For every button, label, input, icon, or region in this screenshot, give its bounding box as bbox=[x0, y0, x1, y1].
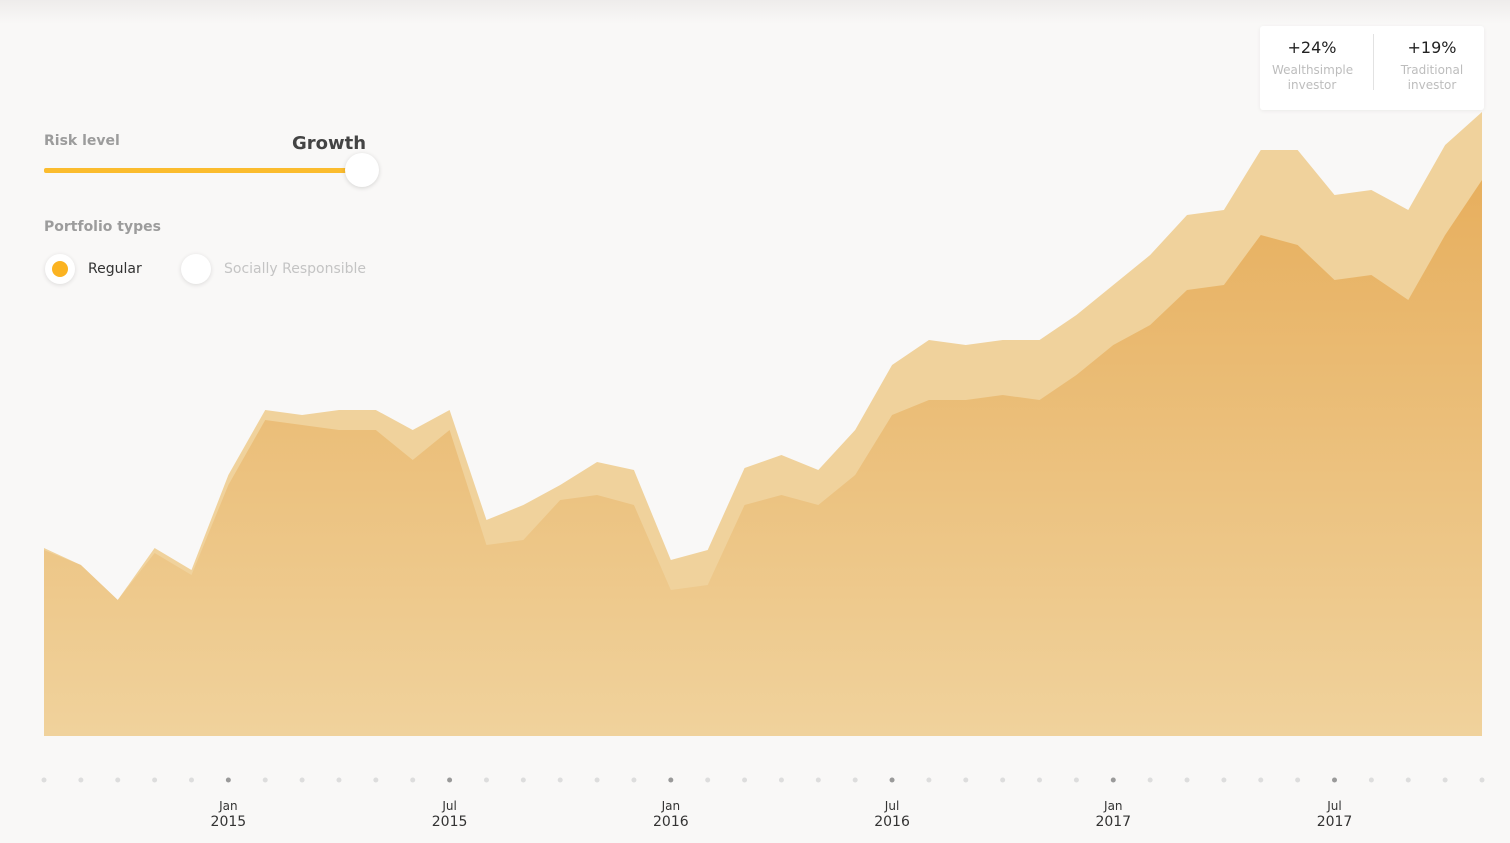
x-tick-dot bbox=[373, 777, 379, 783]
x-tick-label-line: Jan bbox=[218, 799, 238, 813]
x-tick-label: Jan 2016 bbox=[653, 799, 689, 830]
stat: +19% Traditional investor bbox=[1382, 38, 1482, 93]
portfolio-label: Portfolio types bbox=[44, 219, 161, 235]
x-tick-dot bbox=[1368, 777, 1374, 783]
area bbox=[44, 180, 1482, 736]
x-tick-dot bbox=[557, 777, 563, 783]
x-tick-dot bbox=[1442, 777, 1448, 783]
x-tick-dot bbox=[852, 777, 858, 783]
x-tick-label: Jul 2016 bbox=[874, 799, 910, 830]
x-tick-dot bbox=[115, 777, 121, 783]
x-tick-dot bbox=[152, 777, 158, 783]
x-tick-label-line: 2015 bbox=[432, 814, 468, 830]
x-tick-dot bbox=[1479, 777, 1485, 783]
x-tick-label: Jul 2017 bbox=[1317, 799, 1353, 830]
x-tick-dot bbox=[1000, 777, 1006, 783]
x-tick-dot bbox=[742, 777, 748, 783]
x-tick-dot bbox=[1332, 777, 1338, 783]
x-tick-dot bbox=[963, 777, 969, 783]
slider-knob[interactable] bbox=[345, 153, 379, 187]
x-tick-dot bbox=[1110, 777, 1116, 783]
x-tick-dot bbox=[225, 777, 231, 783]
x-tick-dot bbox=[1258, 777, 1264, 783]
x-tick-dot bbox=[1295, 777, 1301, 783]
header-shade bbox=[0, 0, 1510, 24]
x-tick-dot bbox=[705, 777, 711, 783]
x-tick-dot bbox=[188, 777, 194, 783]
x-tick-dot bbox=[299, 777, 305, 783]
x-tick-label-line: Jul bbox=[884, 799, 899, 813]
option-label[interactable]: Regular bbox=[88, 261, 142, 277]
x-tick-dot bbox=[1147, 777, 1153, 783]
x-tick-dot bbox=[1073, 777, 1079, 783]
x-tick-dot bbox=[262, 777, 268, 783]
x-tick-label-line: Jul bbox=[441, 799, 456, 813]
radio-responsible[interactable] bbox=[181, 254, 211, 284]
x-tick-label-line: Jan bbox=[1103, 799, 1123, 813]
stat: +24% Wealthsimple investor bbox=[1262, 38, 1362, 93]
x-tick-label-line: 2016 bbox=[874, 814, 910, 830]
x-tick-dot bbox=[668, 777, 674, 783]
x-tick-dot bbox=[1221, 777, 1227, 783]
stats-box: +24% Wealthsimple investor +19% Traditio… bbox=[1260, 26, 1484, 110]
x-tick-dot bbox=[1405, 777, 1411, 783]
stat-value: +19% bbox=[1407, 38, 1457, 57]
x-tick-label: Jan 2015 bbox=[211, 799, 247, 830]
x-tick-label-line: Jan bbox=[661, 799, 681, 813]
x-tick-label-line: 2017 bbox=[1317, 814, 1353, 830]
stat-value: +24% bbox=[1287, 38, 1337, 57]
x-tick-dot bbox=[594, 777, 600, 783]
x-tick-dot bbox=[410, 777, 416, 783]
x-tick-dot bbox=[483, 777, 489, 783]
x-tick-dot bbox=[778, 777, 784, 783]
risk-value: Growth bbox=[292, 133, 367, 154]
x-tick-dot bbox=[889, 777, 895, 783]
x-tick-label: Jul 2015 bbox=[432, 799, 468, 830]
legend-entry: Traditional investor bbox=[1400, 63, 1464, 92]
x-tick-dot bbox=[336, 777, 342, 783]
x-tick-dot bbox=[926, 777, 932, 783]
risk-slider[interactable] bbox=[44, 168, 362, 173]
x-tick-dot bbox=[78, 777, 84, 783]
x-tick-dot bbox=[1037, 777, 1043, 783]
x-tick-label-line: 2016 bbox=[653, 814, 689, 830]
radio-regular[interactable] bbox=[45, 254, 75, 284]
x-tick-dot bbox=[1184, 777, 1190, 783]
divider bbox=[1373, 34, 1374, 90]
x-tick-label: Jan 2017 bbox=[1095, 799, 1131, 830]
x-tick-dot bbox=[520, 777, 526, 783]
option-label[interactable]: Socially Responsible bbox=[224, 261, 367, 277]
x-tick-dot bbox=[447, 777, 453, 783]
x-tick-label-line: 2017 bbox=[1095, 814, 1131, 830]
risk-label: Risk level bbox=[44, 133, 120, 149]
x-tick-label-line: 2015 bbox=[211, 814, 247, 830]
legend-entry: Wealthsimple investor bbox=[1272, 63, 1354, 92]
x-tick-label-line: Jul bbox=[1326, 799, 1341, 813]
x-tick-dot bbox=[815, 777, 821, 783]
x-tick-dot bbox=[631, 777, 637, 783]
x-tick-dot bbox=[41, 777, 47, 783]
radio-selected bbox=[52, 261, 68, 277]
